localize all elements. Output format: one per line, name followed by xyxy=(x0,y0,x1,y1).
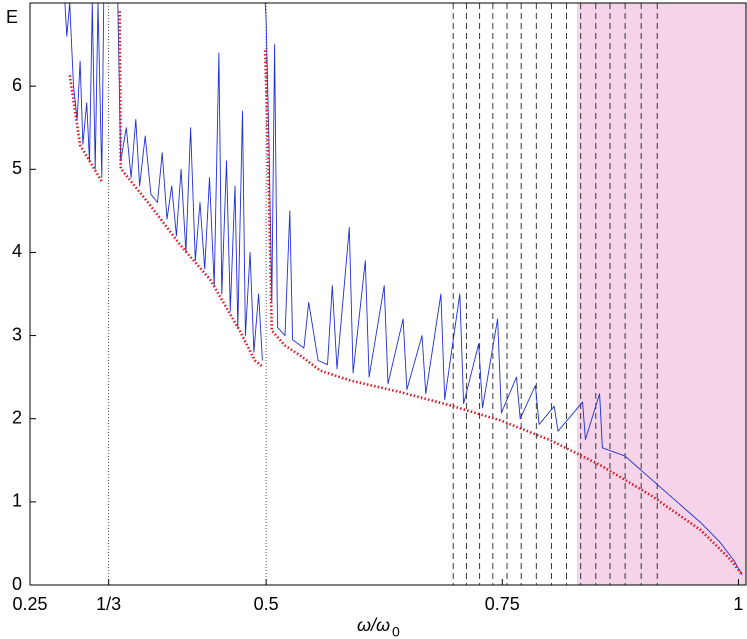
y-tick-label: 1 xyxy=(12,491,22,511)
x-tick-label: 1 xyxy=(733,594,743,614)
y-tick-label: 2 xyxy=(12,407,22,427)
x-tick-label: 0.75 xyxy=(485,594,520,614)
y-tick-label: 0 xyxy=(12,574,22,594)
x-tick-label: 1/3 xyxy=(96,594,121,614)
series-line xyxy=(68,11,744,576)
x-axis-label-subscript: 0 xyxy=(392,624,400,639)
y-tick-label: 6 xyxy=(12,75,22,95)
y-axis-label: E xyxy=(6,7,18,27)
y-tick-label: 4 xyxy=(12,241,22,261)
series-line xyxy=(64,2,743,576)
x-tick-label: 0.5 xyxy=(254,594,279,614)
y-tick-label: 5 xyxy=(12,158,22,178)
x-tick-label: 0.25 xyxy=(12,594,47,614)
x-axis-label: ω/ω xyxy=(357,615,390,635)
shaded-region xyxy=(576,3,746,585)
plot-frame xyxy=(29,2,747,586)
y-tick-label: 3 xyxy=(12,324,22,344)
